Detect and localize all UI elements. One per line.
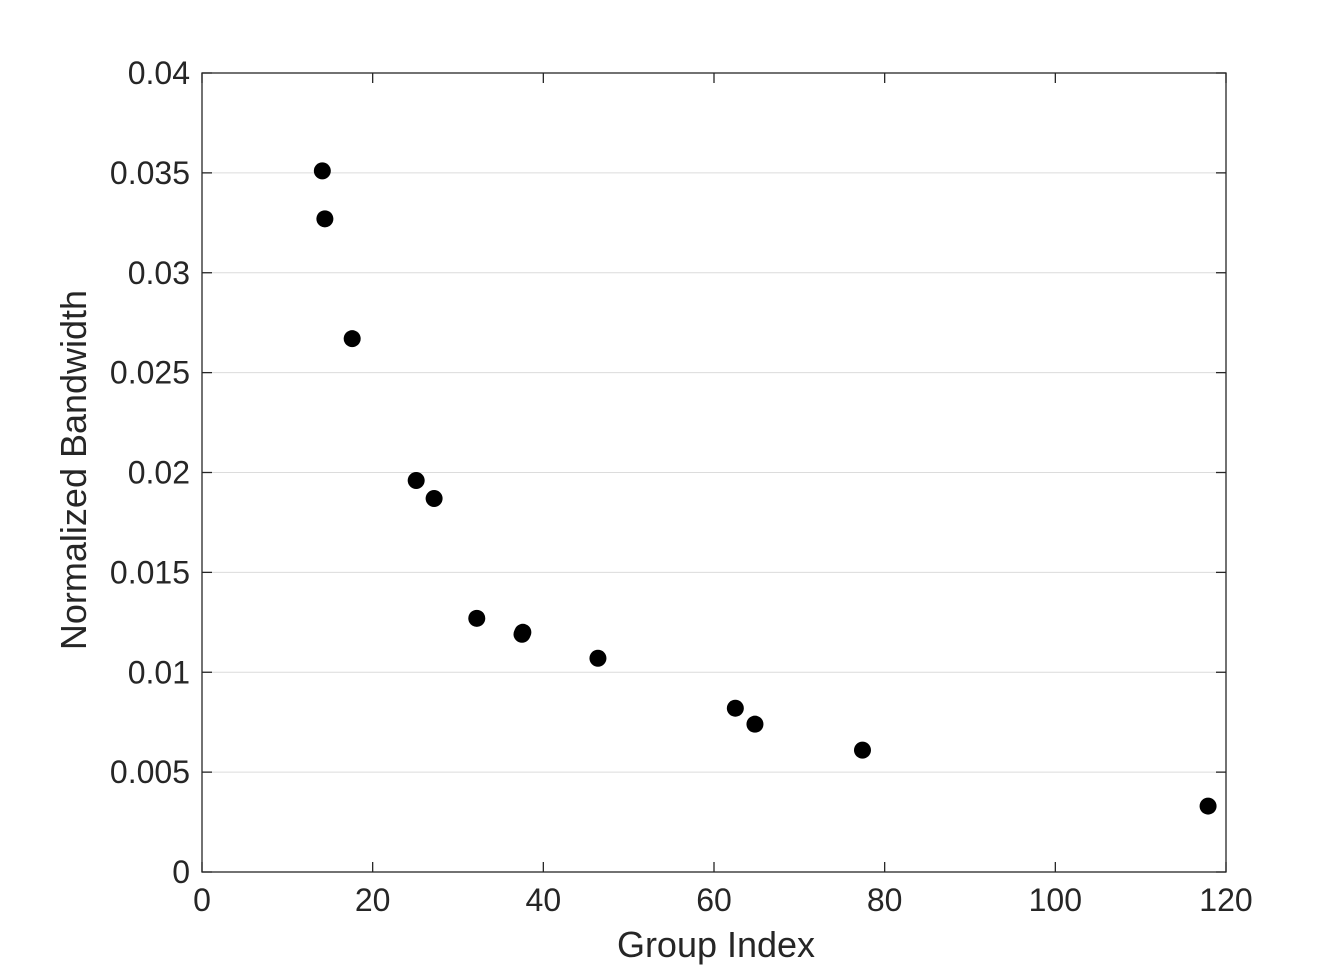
- x-tick-label: 0: [193, 882, 211, 918]
- y-axis-label: Normalized Bandwidth: [53, 290, 94, 650]
- data-points: [313, 162, 1217, 815]
- data-point: [853, 741, 871, 759]
- x-tick-label: 20: [355, 882, 391, 918]
- x-axis-label: Group Index: [617, 924, 815, 965]
- y-tick-label: 0.025: [110, 355, 190, 391]
- x-tick-label: 80: [867, 882, 903, 918]
- y-tick-labels: 0 0.005 0.01 0.015 0.02 0.025 0.03 0.035 0.04: [110, 55, 190, 890]
- y-tick-label: 0.015: [110, 554, 190, 590]
- y-tick-label: 0.01: [128, 654, 190, 690]
- data-point: [425, 489, 443, 507]
- y-tick-label: 0.035: [110, 155, 190, 191]
- data-point: [746, 715, 764, 733]
- data-point: [313, 162, 331, 180]
- data-point: [726, 699, 744, 717]
- data-point: [468, 609, 486, 627]
- x-tick-label: 100: [1029, 882, 1082, 918]
- data-point: [316, 210, 334, 228]
- data-point: [589, 649, 607, 667]
- data-point: [343, 330, 361, 348]
- y-tick-label: 0: [172, 854, 190, 890]
- y-tick-label: 0.04: [128, 55, 190, 91]
- y-tick-label: 0.03: [128, 255, 190, 291]
- y-tick-label: 0.02: [128, 455, 190, 491]
- data-point: [407, 471, 425, 489]
- x-tick-label: 40: [526, 882, 562, 918]
- grid-lines: [202, 172, 1226, 773]
- x-tick-label: 120: [1199, 882, 1252, 918]
- data-point: [514, 623, 532, 641]
- y-tick-label: 0.005: [110, 754, 190, 790]
- plot-frame: [201, 72, 1227, 873]
- x-tick-label: 60: [696, 882, 732, 918]
- x-tick-labels: 0 20 40 60 80 100 120: [193, 882, 1253, 918]
- data-point: [1199, 797, 1217, 815]
